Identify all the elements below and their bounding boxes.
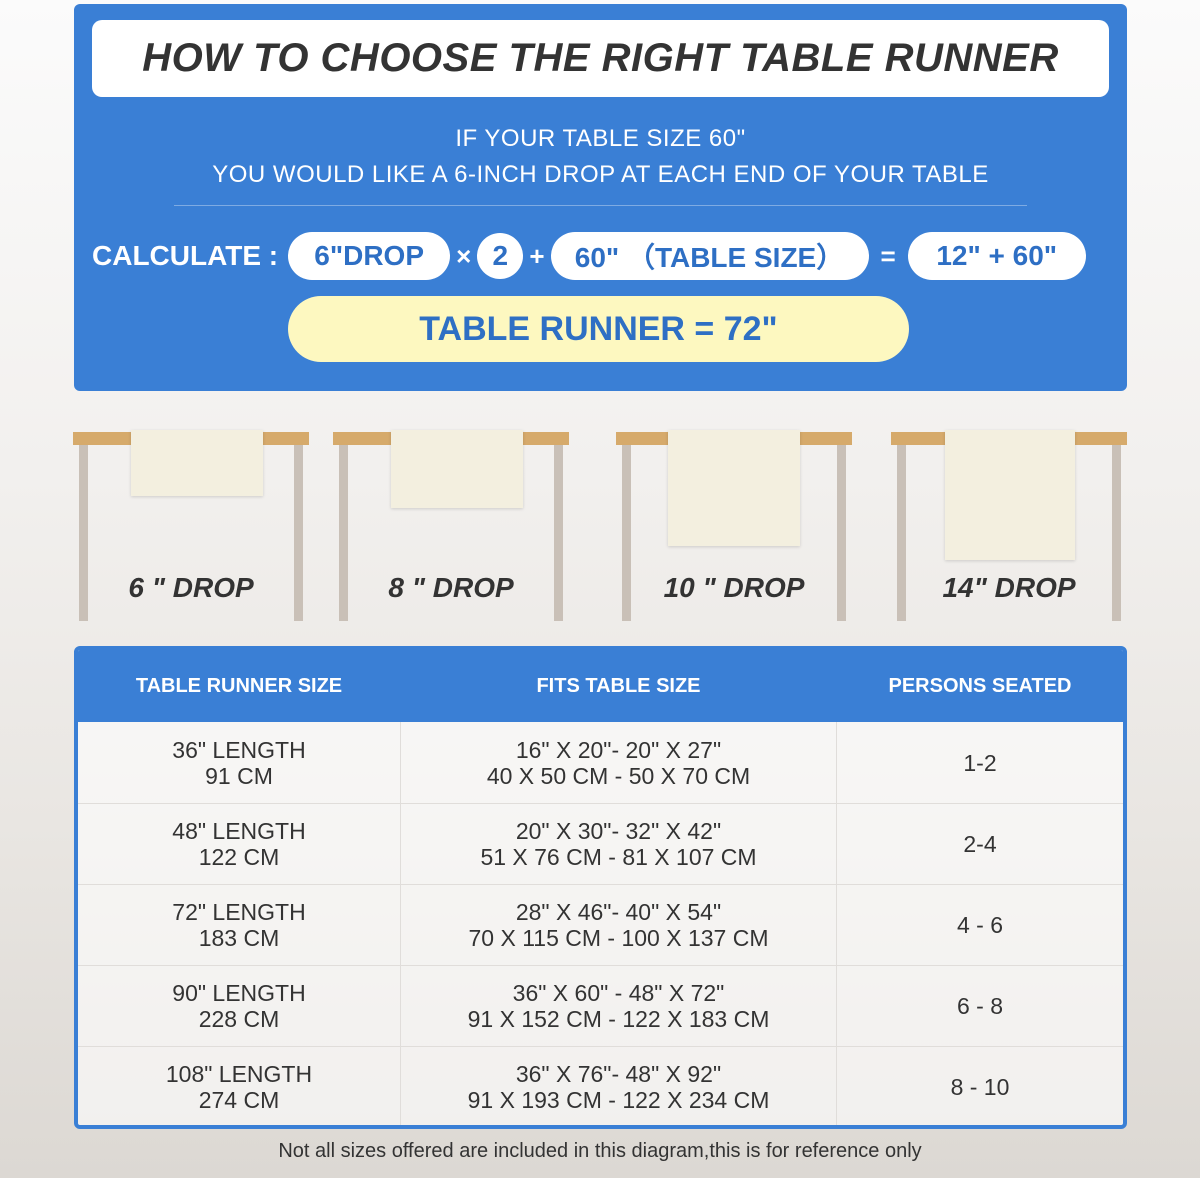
size-cm: 274 CM: [198, 1087, 280, 1113]
sum-pill: 12" + 60": [907, 232, 1086, 280]
fits-cm: 40 X 50 CM - 50 X 70 CM: [486, 762, 751, 789]
persons-seated-cell: 2-4: [963, 831, 997, 857]
size-inches: 108" LENGTH: [165, 1061, 313, 1087]
divider: [174, 205, 1027, 206]
drop-pill: 6"DROP: [288, 232, 451, 280]
table-row: 108" LENGTH 274 CM 36" X 76"- 48" X 92" 91…: [78, 1046, 1123, 1125]
drop-illustration-10: 10 " DROP: [616, 430, 852, 622]
fits-cm: 70 X 115 CM - 100 X 137 CM: [468, 925, 769, 951]
runner-size-cell: 48" LENGTH 122 CM: [78, 818, 400, 870]
runner: [391, 430, 523, 508]
runner-size-cell: 36" LENGTH 91 CM: [78, 737, 400, 789]
multiplier-pill: 2: [477, 233, 524, 279]
drop-label: 6 " DROP: [128, 572, 254, 603]
table-leg: [79, 445, 88, 621]
runner-size-cell: 72" LENGTH 183 CM: [78, 899, 400, 951]
table-leg: [897, 445, 906, 621]
header-persons-seated: PERSONS SEATED: [888, 674, 1072, 697]
calculation-panel: HOW TO CHOOSE THE RIGHT TABLE RUNNER IF …: [74, 4, 1127, 391]
runner: [131, 430, 263, 496]
size-inches: 36" LENGTH: [172, 736, 306, 763]
size-cm: 228 CM: [198, 1006, 280, 1032]
runner-size-cell: 90" LENGTH 228 CM: [78, 980, 400, 1032]
table-leg: [554, 445, 563, 621]
plus-sign: +: [529, 240, 545, 271]
size-inches: 90" LENGTH: [172, 980, 306, 1006]
runner: [668, 430, 800, 546]
fits-inches: 36" X 60" - 48" X 72": [512, 980, 725, 1006]
size-inches: 72" LENGTH: [172, 899, 306, 925]
persons-seated-cell: 1-2: [963, 749, 997, 776]
times-sign: ×: [456, 240, 472, 271]
table-leg: [294, 445, 303, 621]
size-inches: 48" LENGTH: [172, 818, 306, 844]
persons-seated-cell: 6 - 8: [956, 993, 1004, 1019]
equals-sign: =: [880, 240, 896, 271]
persons-seated-cell: 4 - 6: [956, 912, 1004, 938]
fits-cm: 51 X 76 CM - 81 X 107 CM: [480, 844, 757, 870]
footnote: Not all sizes offered are included in th…: [278, 1140, 922, 1162]
table-leg: [339, 445, 348, 621]
calculation-row: CALCULATE : 6"DROP × 2 + 60" （TABLE SIZE…: [92, 232, 1086, 280]
table-header: TABLE RUNNER SIZE FITS TABLE SIZE PERSON…: [78, 650, 1123, 722]
fits-inches: 28" X 46"- 40" X 54": [515, 899, 722, 925]
drop-label: 14" DROP: [942, 572, 1076, 603]
fits-size-cell: 28" X 46"- 40" X 54" 70 X 115 CM - 100 X …: [400, 885, 837, 965]
fits-cm: 91 X 193 CM - 122 X 234 CM: [467, 1087, 770, 1113]
size-cm: 91 CM: [205, 762, 273, 789]
drop-illustration-6: 6 " DROP: [73, 430, 309, 622]
page-title: HOW TO CHOOSE THE RIGHT TABLE RUNNER: [92, 20, 1109, 97]
fits-cm: 91 X 152 CM - 122 X 183 CM: [467, 1006, 770, 1032]
fits-inches: 16" X 20"- 20" X 27": [515, 736, 722, 763]
drop-label: 10 " DROP: [663, 572, 805, 603]
fits-size-cell: 16" X 20"- 20" X 27" 40 X 50 CM - 50 X 70…: [400, 722, 837, 803]
calculate-label: CALCULATE :: [92, 240, 279, 271]
table-size-pill: 60" （TABLE SIZE）: [550, 232, 869, 280]
table-leg: [837, 445, 846, 621]
persons-seated-cell: 8 - 10: [950, 1074, 1010, 1100]
fits-size-cell: 20" X 30"- 32" X 42" 51 X 76 CM - 81 X 10…: [400, 804, 837, 884]
runner-size-cell: 108" LENGTH 274 CM: [78, 1061, 400, 1113]
header-runner-size: TABLE RUNNER SIZE: [135, 674, 343, 697]
size-table: TABLE RUNNER SIZE FITS TABLE SIZE PERSON…: [74, 646, 1127, 1129]
subtitle-line-2: YOU WOULD LIKE A 6-INCH DROP AT EACH END…: [212, 161, 989, 188]
fits-size-cell: 36" X 76"- 48" X 92" 91 X 193 CM - 122 X …: [400, 1047, 837, 1125]
table-row: 90" LENGTH 228 CM 36" X 60" - 48" X 72" 91…: [78, 965, 1123, 1046]
table-row: 48" LENGTH 122 CM 20" X 30"- 32" X 42" 51 …: [78, 803, 1123, 884]
size-cm: 183 CM: [198, 925, 280, 951]
fits-inches: 20" X 30"- 32" X 42": [515, 818, 722, 844]
drop-illustration-8: 8 " DROP: [333, 430, 569, 622]
fits-inches: 36" X 76"- 48" X 92": [515, 1061, 722, 1087]
table-row: 36" LENGTH 91 CM 16" X 20"- 20" X 27" 40 X…: [78, 722, 1123, 803]
result-pill: TABLE RUNNER = 72": [288, 296, 909, 362]
subtitle-line-1: IF YOUR TABLE SIZE 60": [455, 125, 746, 152]
table-row: 72" LENGTH 183 CM 28" X 46"- 40" X 54" 70 …: [78, 884, 1123, 965]
header-fits-table-size: FITS TABLE SIZE: [536, 674, 701, 697]
runner: [945, 430, 1075, 560]
drop-label: 8 " DROP: [388, 572, 514, 603]
fits-size-cell: 36" X 60" - 48" X 72" 91 X 152 CM - 122 X…: [400, 966, 837, 1046]
table-leg: [1112, 445, 1121, 621]
size-cm: 122 CM: [198, 844, 280, 870]
drop-illustration-14: 14" DROP: [891, 430, 1127, 622]
table-leg: [622, 445, 631, 621]
